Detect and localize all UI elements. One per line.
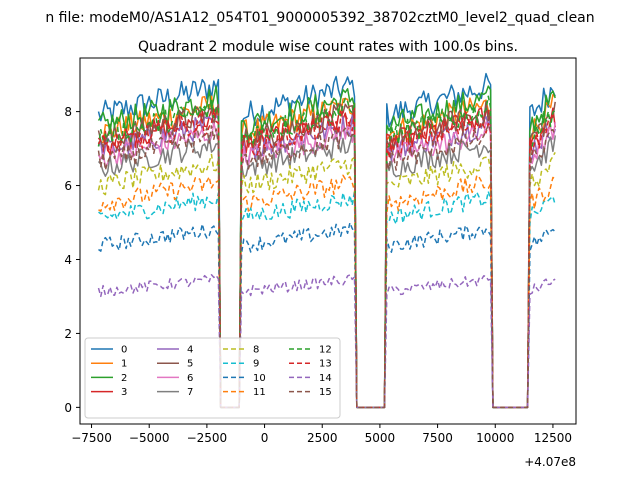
legend-label-6: 6: [187, 373, 193, 384]
series-line-14: [97, 274, 556, 409]
legend-label-10: 10: [253, 373, 266, 384]
series-line-15: [97, 124, 556, 409]
legend-label-12: 12: [319, 345, 332, 356]
legend-label-0: 0: [121, 345, 127, 356]
x-tick-label: −5000: [129, 431, 170, 445]
chart-title: Quadrant 2 module wise count rates with …: [138, 39, 518, 55]
series-line-7: [97, 133, 556, 409]
series-line-13: [97, 109, 556, 409]
suptitle: n file: modeM0/AS1A12_054T01_9000005392_…: [45, 10, 594, 26]
legend-label-4: 4: [187, 345, 193, 356]
series-line-9: [98, 190, 556, 409]
legend-label-13: 13: [319, 359, 332, 370]
y-tick-label: 2: [64, 327, 72, 341]
series-line-11: [98, 174, 556, 409]
y-axis: 0 2 4 6 8: [64, 105, 80, 415]
series-line-10: [98, 222, 556, 409]
x-tick-label: 7500: [422, 431, 453, 445]
legend-label-2: 2: [121, 373, 127, 384]
legend-label-5: 5: [187, 359, 193, 370]
legend-label-8: 8: [253, 345, 259, 356]
plot-lines: [97, 72, 556, 409]
legend-frame: [84, 337, 341, 419]
series-line-8: [97, 152, 556, 409]
legend-label-9: 9: [253, 359, 259, 370]
series-line-2: [97, 85, 556, 409]
x-tick-label: 2500: [307, 431, 338, 445]
x-tick-label: 5000: [365, 431, 396, 445]
x-tick-label: −7500: [71, 431, 112, 445]
x-tick-label: 10000: [476, 431, 514, 445]
legend-label-7: 7: [187, 387, 193, 398]
plot-frame: [79, 57, 577, 425]
y-tick-label: 6: [64, 179, 72, 193]
legend-label-14: 14: [319, 373, 332, 384]
x-tick-label: 0: [261, 431, 269, 445]
y-tick-label: 8: [64, 105, 72, 119]
legend-label-11: 11: [253, 387, 266, 398]
legend-label-3: 3: [121, 387, 127, 398]
x-tick-label: −2500: [187, 431, 228, 445]
legend-label-1: 1: [121, 359, 127, 370]
legend-label-15: 15: [319, 387, 332, 398]
x-tick-label: 12500: [534, 431, 572, 445]
series-line-6: [97, 121, 556, 409]
y-tick-label: 4: [64, 253, 72, 267]
x-axis: −7500 −5000 −2500 0 2500 5000 7500 10000 12500: [71, 424, 572, 445]
x-offset-label: +4.07e8: [524, 455, 576, 469]
series-line-12: [97, 95, 556, 409]
y-tick-label: 0: [64, 401, 72, 415]
